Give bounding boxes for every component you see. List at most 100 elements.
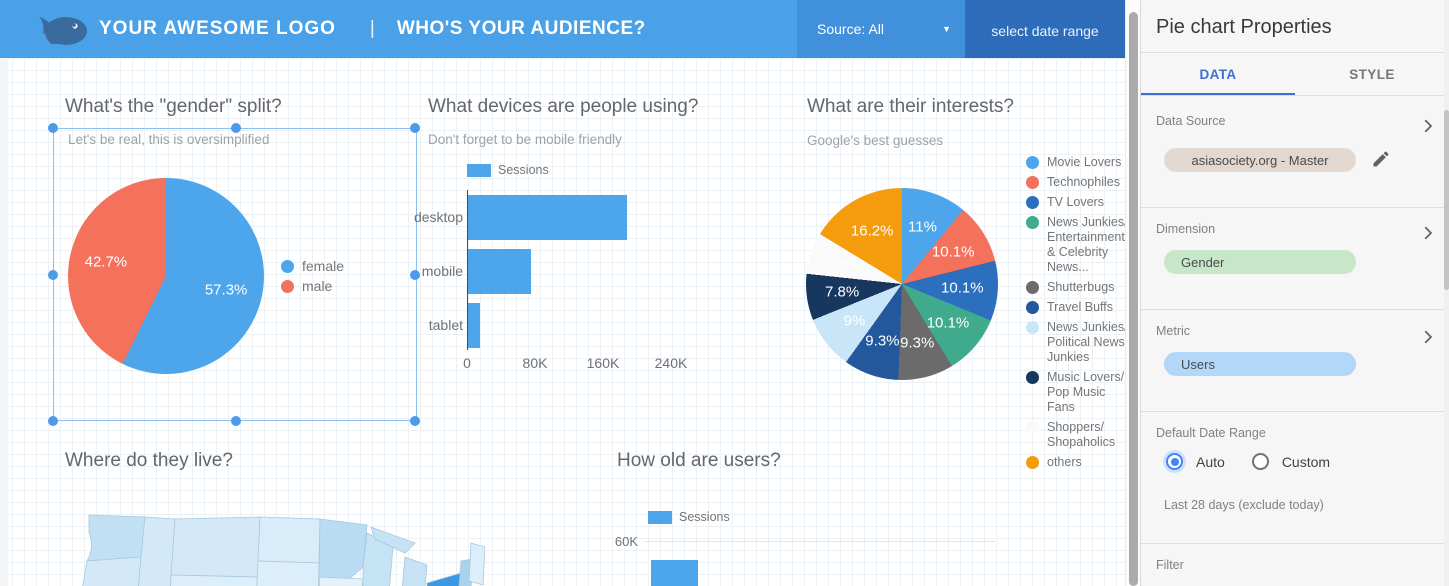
bar	[468, 249, 531, 294]
dimension-value: Gender	[1181, 254, 1225, 270]
radio-custom[interactable]	[1251, 453, 1269, 470]
pie[interactable]: 57.3% 42.7%	[68, 178, 264, 374]
edit-pencil-icon[interactable]	[1371, 149, 1391, 169]
pie-slice-label: 11%	[908, 218, 937, 236]
dimension-pill[interactable]: Gender	[1164, 250, 1356, 274]
chevron-right-icon[interactable]	[1419, 328, 1437, 346]
x-tick-label: 80K	[522, 355, 548, 371]
divider	[1141, 543, 1449, 544]
chart-legend: female male	[281, 259, 344, 299]
resize-handle-middle-left[interactable]	[48, 270, 58, 280]
resize-handle-bottom-middle[interactable]	[231, 416, 241, 426]
legend-item: Travel Buffs	[1026, 300, 1125, 315]
metric-label: Metric	[1156, 324, 1191, 338]
legend-label: TV Lovers	[1047, 195, 1104, 209]
date-range-detail: Last 28 days (exclude today)	[1164, 498, 1324, 512]
chart-legend: Movie Lovers Technophiles TV Lovers News Ju…	[1026, 155, 1125, 475]
pie-slice-label: 7.8%	[824, 283, 860, 301]
divider	[1141, 411, 1449, 412]
pie-slice-label: 9%	[843, 312, 866, 330]
us-choropleth-map[interactable]	[75, 505, 485, 586]
logo-text: YOUR AWESOME LOGO	[99, 18, 336, 39]
chevron-right-icon[interactable]	[1419, 117, 1437, 135]
legend-dot-icon	[281, 260, 294, 273]
chart-title: What are their interests?	[807, 96, 1014, 117]
y-axis-line	[467, 190, 468, 350]
legend-label: others	[1047, 455, 1082, 469]
pie-slice-label: 42.7%	[84, 253, 128, 271]
pie-slice-label: 10.1%	[926, 314, 970, 332]
scrollbar-thumb[interactable]	[1129, 12, 1138, 586]
source-filter-dropdown[interactable]: Source: All ▼	[797, 0, 965, 58]
pie-slice-label: 9.3%	[900, 334, 935, 352]
chevron-right-icon[interactable]	[1419, 224, 1437, 242]
logo: YOUR AWESOME LOGO	[35, 8, 336, 50]
legend-dot-icon	[1026, 371, 1039, 384]
legend-label: Shoppers/ Shopaholics	[1047, 420, 1116, 449]
whale-logo-icon	[39, 16, 87, 45]
chart-subtitle: Let's be real, this is oversimplified	[68, 132, 270, 147]
metric-pill[interactable]: Users	[1164, 352, 1356, 376]
chart-subtitle: Google's best guesses	[807, 133, 944, 148]
resize-handle-bottom-left[interactable]	[48, 416, 58, 426]
resize-handle-bottom-right[interactable]	[410, 416, 420, 426]
legend-item: Shutterbugs	[1026, 280, 1125, 295]
scrollbar-thumb[interactable]	[1444, 110, 1449, 290]
filter-label: Filter	[1156, 558, 1184, 572]
legend-swatch-icon	[467, 163, 491, 177]
legend-dot-icon	[1026, 216, 1039, 229]
resize-handle-top-middle[interactable]	[231, 123, 241, 133]
data-source-pill[interactable]: asiasociety.org - Master	[1164, 148, 1356, 172]
panel-vertical-scrollbar[interactable]	[1444, 0, 1449, 586]
legend-dot-icon	[1026, 456, 1039, 469]
resize-handle-middle-right[interactable]	[410, 270, 420, 280]
canvas-vertical-scrollbar[interactable]	[1125, 0, 1140, 586]
resize-handle-top-right[interactable]	[410, 123, 420, 133]
legend-item: TV Lovers	[1026, 195, 1125, 210]
legend-label: News Junkies/ Political News Junkies	[1047, 320, 1125, 364]
chart-title: Where do they live?	[65, 450, 233, 471]
legend-label: Sessions	[498, 163, 549, 177]
tab-data[interactable]: DATA	[1199, 66, 1237, 82]
chart-title: How old are users?	[617, 450, 781, 471]
pie-slice-label: 9.3%	[865, 332, 900, 350]
divider	[1141, 95, 1449, 96]
legend-dot-icon	[281, 280, 294, 293]
legend-item: others	[1026, 455, 1125, 470]
chart-title: What's the "gender" split?	[65, 96, 282, 117]
legend-label: News Junkies/ Entertainment & Celebrity …	[1047, 215, 1125, 274]
legend-dot-icon	[1026, 321, 1039, 334]
legend-item: Shoppers/ Shopaholics	[1026, 420, 1125, 450]
radio-auto[interactable]	[1166, 453, 1183, 470]
legend-item: female	[281, 259, 344, 274]
data-source-label: Data Source	[1156, 114, 1226, 128]
pie-slice-label: 10.1%	[931, 243, 975, 261]
selection-rectangle[interactable]	[48, 123, 420, 426]
resize-handle-top-left[interactable]	[48, 123, 58, 133]
legend-label: female	[302, 258, 345, 274]
tab-style[interactable]: STYLE	[1349, 66, 1395, 82]
legend-label: Shutterbugs	[1047, 280, 1115, 294]
category-label: tablet	[428, 317, 463, 333]
bar	[651, 560, 698, 586]
pie[interactable]: 11% 10.1% 10.1% 10.1% 9.3% 9.3% 9% 7.8% 7% 16.2%	[806, 188, 998, 380]
report-canvas[interactable]: What's the "gender" split? Let's be real…	[0, 58, 1125, 586]
legend-dot-icon	[1026, 421, 1039, 434]
metric-value: Users	[1181, 356, 1215, 372]
date-range-radio-group: Auto Custom	[1166, 453, 1330, 470]
dimension-label: Dimension	[1156, 222, 1216, 236]
legend-dot-icon	[1026, 301, 1039, 314]
chart-title: What devices are people using?	[428, 96, 699, 117]
legend-dot-icon	[1026, 196, 1039, 209]
divider	[1141, 309, 1449, 310]
panel-title: Pie chart Properties	[1156, 16, 1332, 38]
divider	[1141, 207, 1449, 208]
dashboard-title: WHO'S YOUR AUDIENCE?	[396, 18, 646, 39]
date-range-button[interactable]: select date range	[965, 0, 1125, 61]
legend-dot-icon	[1026, 156, 1039, 169]
pie-slice-label: 16.2%	[850, 222, 894, 240]
legend-label: Travel Buffs	[1047, 300, 1113, 314]
bar	[468, 303, 480, 348]
legend-label: male	[302, 278, 333, 294]
